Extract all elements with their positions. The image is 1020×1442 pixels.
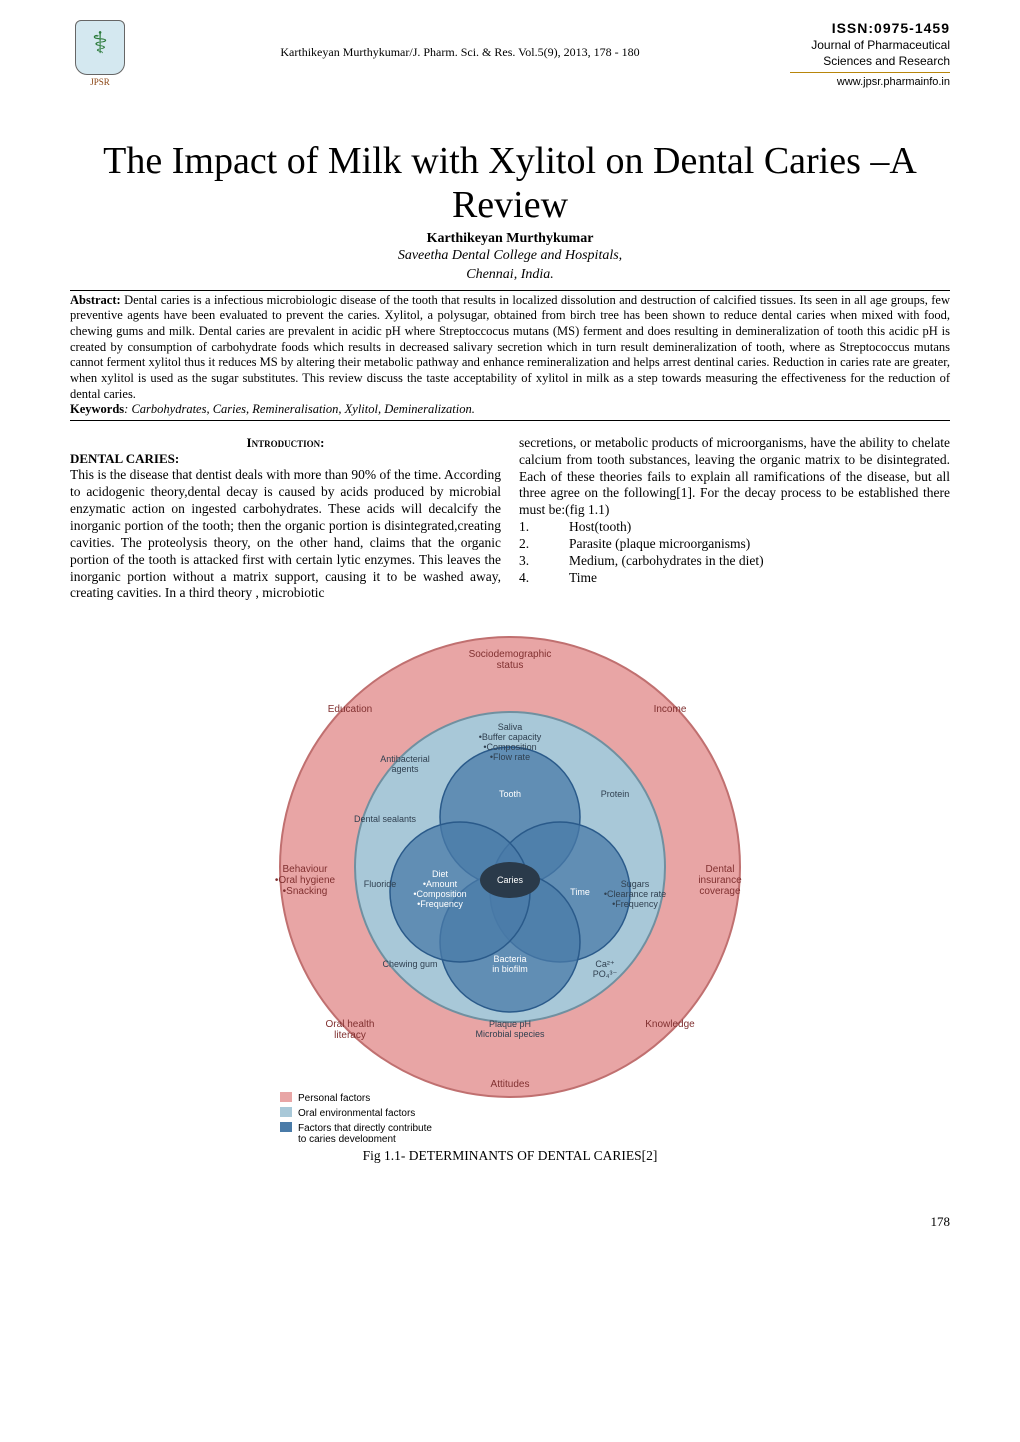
abstract-label: Abstract: — [70, 293, 121, 307]
list-text: Medium, (carbohydrates in the diet) — [569, 553, 764, 570]
journal-url: www.jpsr.pharmainfo.in — [790, 76, 950, 88]
list-item: 4.Time — [519, 570, 950, 587]
list-num: 1. — [519, 519, 569, 536]
legend-box-3 — [280, 1122, 292, 1132]
body-columns: Introduction: DENTAL CARIES: This is the… — [70, 435, 950, 603]
legend-text-1: Personal factors — [298, 1093, 370, 1104]
label-time: Time — [570, 887, 590, 897]
affiliation-2: Chennai, India. — [70, 266, 950, 284]
label-education: Education — [328, 704, 372, 715]
intro-heading: Introduction: — [70, 435, 501, 451]
issn: ISSN:0975-1459 — [790, 20, 950, 36]
label-sealants: Dental sealants — [354, 814, 417, 824]
page: ⚕ JPSR Karthikeyan Murthykumar/J. Pharm.… — [0, 0, 1020, 1270]
journal-logo: ⚕ JPSR — [70, 20, 130, 90]
label-caries: Caries — [497, 875, 524, 885]
abstract-text: Dental caries is a infectious microbiolo… — [70, 293, 950, 401]
label-knowledge: Knowledge — [645, 1019, 695, 1030]
header-right: ISSN:0975-1459 Journal of Pharmaceutical… — [790, 20, 950, 88]
legend-box-1 — [280, 1092, 292, 1102]
column-right: secretions, or metabolic products of mic… — [519, 435, 950, 603]
label-ca: Ca²⁺PO₄³⁻ — [593, 959, 618, 979]
venn-diagram: Sociodemographicstatus Income Dentalinsu… — [230, 622, 790, 1142]
affiliation-1: Saveetha Dental College and Hospitals, — [70, 247, 950, 265]
figure-1-1: Sociodemographicstatus Income Dentalinsu… — [70, 622, 950, 1164]
journal-divider — [790, 72, 950, 73]
keywords-line: Keywords: Carbohydrates, Caries, Reminer… — [70, 402, 950, 418]
header: ⚕ JPSR Karthikeyan Murthykumar/J. Pharm.… — [70, 20, 950, 90]
header-citation: Karthikeyan Murthykumar/J. Pharm. Sci. &… — [130, 20, 790, 60]
figure-caption: Fig 1.1- DETERMINANTS OF DENTAL CARIES[2… — [70, 1148, 950, 1164]
logo-text: JPSR — [70, 77, 130, 87]
list-text: Host(tooth) — [569, 519, 631, 536]
keywords-label: Keywords — [70, 402, 124, 416]
list-item: 1.Host(tooth) — [519, 519, 950, 536]
col1-text: This is the disease that dentist deals w… — [70, 467, 501, 602]
paper-title: The Impact of Milk with Xylitol on Denta… — [70, 140, 950, 227]
label-income: Income — [654, 704, 687, 715]
label-fluoride: Fluoride — [364, 879, 397, 889]
label-behaviour: Behaviour•Oral hygiene•Snacking — [275, 864, 336, 897]
column-left: Introduction: DENTAL CARIES: This is the… — [70, 435, 501, 603]
list-num: 4. — [519, 570, 569, 587]
page-number: 178 — [70, 1214, 950, 1230]
abstract-box: Abstract: Dental caries is a infectious … — [70, 290, 950, 421]
keywords-text: : Carbohydrates, Caries, Remineralisatio… — [124, 402, 475, 416]
legend-text-2: Oral environmental factors — [298, 1108, 415, 1119]
abstract-paragraph: Abstract: Dental caries is a infectious … — [70, 293, 950, 402]
author: Karthikeyan Murthykumar — [70, 231, 950, 247]
col2-text: secretions, or metabolic products of mic… — [519, 435, 950, 519]
label-protein: Protein — [601, 789, 630, 799]
list-num: 3. — [519, 553, 569, 570]
logo-shield: ⚕ — [75, 20, 125, 75]
list-text: Time — [569, 570, 597, 587]
list-item: 2.Parasite (plaque microorganisms) — [519, 536, 950, 553]
legend: Personal factors Oral environmental fact… — [280, 1092, 432, 1142]
caduceus-icon: ⚕ — [92, 26, 108, 61]
label-bacteria: Bacteriain biofilm — [492, 954, 528, 974]
list-item: 3.Medium, (carbohydrates in the diet) — [519, 553, 950, 570]
legend-text-3: Factors that directly contributeto carie… — [298, 1123, 432, 1142]
label-tooth: Tooth — [499, 789, 521, 799]
sub-heading: DENTAL CARIES: — [70, 451, 501, 467]
requirements-list: 1.Host(tooth) 2.Parasite (plaque microor… — [519, 519, 950, 587]
list-text: Parasite (plaque microorganisms) — [569, 536, 750, 553]
label-attitudes: Attitudes — [491, 1079, 530, 1090]
list-num: 2. — [519, 536, 569, 553]
label-chewing: Chewing gum — [382, 959, 437, 969]
journal-name-1: Journal of Pharmaceutical — [790, 38, 950, 52]
legend-box-2 — [280, 1107, 292, 1117]
journal-name-2: Sciences and Research — [790, 54, 950, 68]
